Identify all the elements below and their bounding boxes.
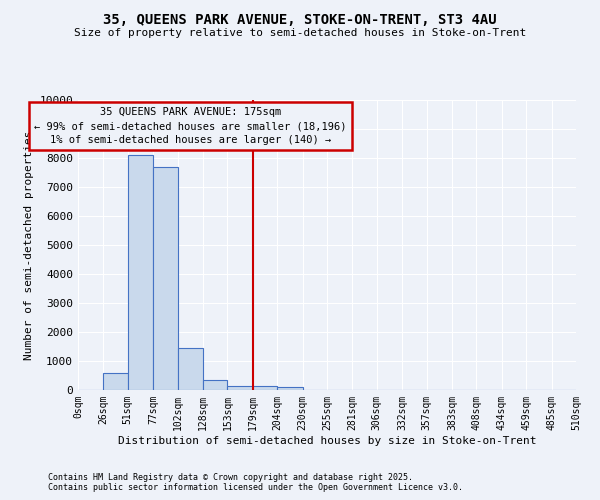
Text: Contains HM Land Registry data © Crown copyright and database right 2025.: Contains HM Land Registry data © Crown c…	[48, 474, 413, 482]
Bar	[277, 387, 302, 390]
Bar	[178, 348, 203, 390]
Bar	[227, 386, 253, 390]
Bar	[253, 386, 277, 390]
X-axis label: Distribution of semi-detached houses by size in Stoke-on-Trent: Distribution of semi-detached houses by …	[118, 436, 536, 446]
Bar	[128, 155, 153, 390]
Bar	[153, 166, 178, 390]
Text: 35 QUEENS PARK AVENUE: 175sqm
← 99% of semi-detached houses are smaller (18,196): 35 QUEENS PARK AVENUE: 175sqm ← 99% of s…	[34, 108, 347, 146]
Text: Size of property relative to semi-detached houses in Stoke-on-Trent: Size of property relative to semi-detach…	[74, 28, 526, 38]
Text: Contains public sector information licensed under the Open Government Licence v3: Contains public sector information licen…	[48, 484, 463, 492]
Bar	[103, 372, 128, 390]
Bar	[203, 380, 227, 390]
Y-axis label: Number of semi-detached properties: Number of semi-detached properties	[24, 130, 34, 360]
Text: 35, QUEENS PARK AVENUE, STOKE-ON-TRENT, ST3 4AU: 35, QUEENS PARK AVENUE, STOKE-ON-TRENT, …	[103, 12, 497, 26]
